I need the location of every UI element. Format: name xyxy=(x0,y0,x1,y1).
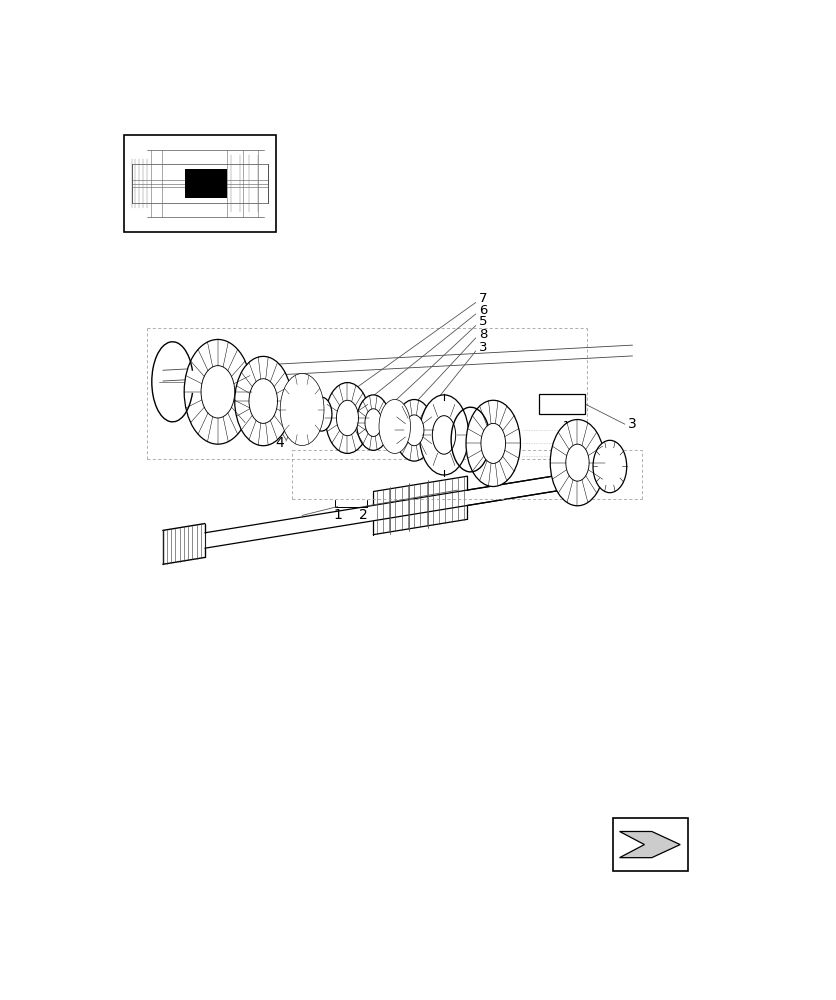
Text: 2: 2 xyxy=(359,508,368,522)
Ellipse shape xyxy=(383,406,406,446)
Ellipse shape xyxy=(365,409,382,436)
Text: 1 1: 1 1 xyxy=(563,421,581,431)
Ellipse shape xyxy=(593,440,627,493)
Ellipse shape xyxy=(201,366,235,418)
Ellipse shape xyxy=(550,420,604,506)
Ellipse shape xyxy=(420,395,469,475)
Ellipse shape xyxy=(235,356,292,446)
Text: 8: 8 xyxy=(479,328,487,341)
Ellipse shape xyxy=(466,400,521,487)
Bar xyxy=(538,394,585,414)
Ellipse shape xyxy=(336,400,359,436)
Ellipse shape xyxy=(609,467,621,484)
Text: 7: 7 xyxy=(479,292,487,305)
Text: 3: 3 xyxy=(479,341,487,354)
Text: 3: 3 xyxy=(628,417,637,431)
Bar xyxy=(613,818,687,871)
Ellipse shape xyxy=(432,416,456,454)
Ellipse shape xyxy=(395,400,434,461)
Text: 1 0: 1 0 xyxy=(563,435,581,445)
Ellipse shape xyxy=(379,399,410,453)
Bar xyxy=(124,135,276,232)
Text: P A G .: P A G . xyxy=(546,399,579,409)
Text: 1: 1 xyxy=(334,508,342,522)
Ellipse shape xyxy=(356,395,390,450)
Ellipse shape xyxy=(405,415,424,446)
Ellipse shape xyxy=(280,373,324,446)
Ellipse shape xyxy=(325,383,370,453)
Bar xyxy=(185,169,227,198)
Ellipse shape xyxy=(285,382,319,437)
Text: 6: 6 xyxy=(479,304,487,317)
Text: 9: 9 xyxy=(568,448,576,458)
Text: 5: 5 xyxy=(479,315,487,328)
Ellipse shape xyxy=(311,397,332,431)
Ellipse shape xyxy=(481,423,506,463)
Text: 4: 4 xyxy=(275,436,283,450)
Ellipse shape xyxy=(184,339,252,444)
Ellipse shape xyxy=(249,379,278,423)
Ellipse shape xyxy=(566,444,589,481)
Polygon shape xyxy=(619,831,681,858)
